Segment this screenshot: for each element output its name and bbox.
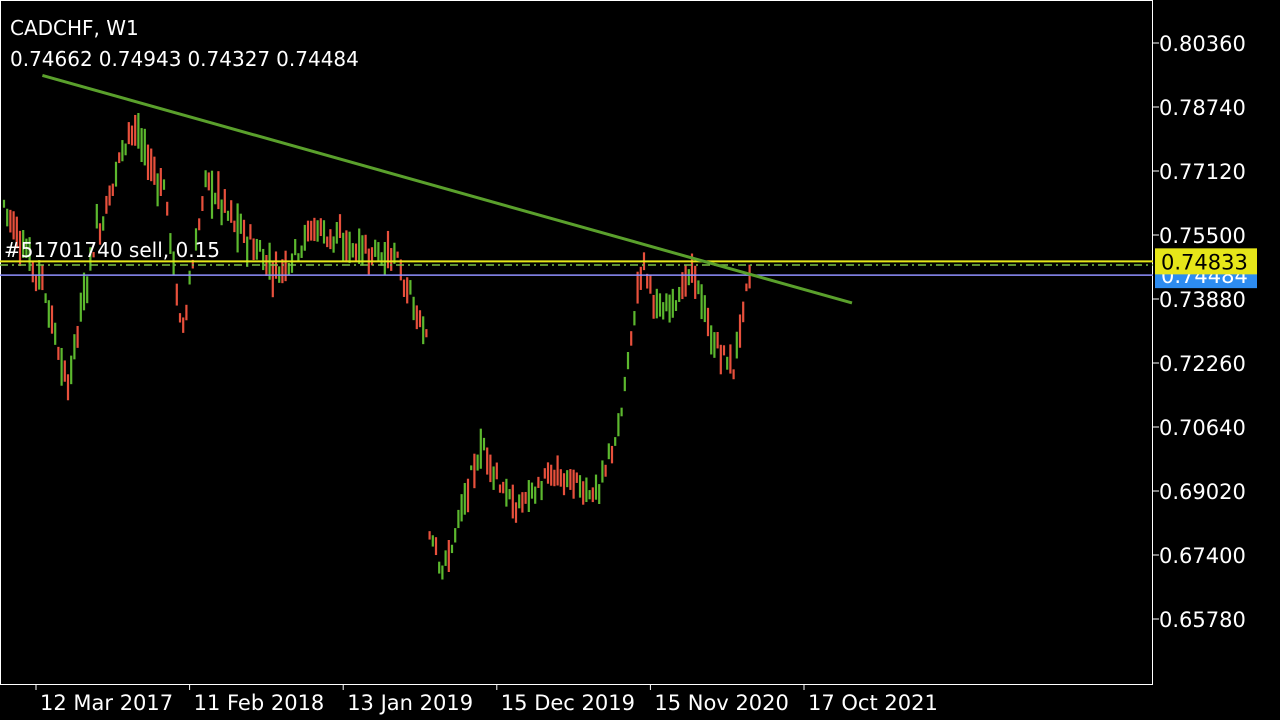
ohlc-readout: 0.74662 0.74943 0.74327 0.74484 (10, 47, 365, 71)
x-tick-label: 17 Oct 2021 (808, 691, 938, 715)
price-tag-label: 0.74833 (1161, 250, 1248, 274)
trendline (41, 73, 853, 305)
plot-frame (0, 0, 1153, 685)
y-tick-label: 0.65780 (1159, 608, 1246, 632)
x-tick-label: 15 Dec 2019 (501, 691, 635, 715)
y-tick-label: 0.70640 (1159, 416, 1246, 440)
chart-lines (0, 73, 1153, 305)
y-tick-label: 0.73880 (1159, 288, 1246, 312)
ohlc-high: 0.74943 (98, 47, 182, 71)
y-tick-label: 0.67400 (1159, 544, 1246, 568)
ohlc-low: 0.74327 (187, 47, 271, 71)
order-label[interactable]: #51701740 sell, 0.15 (4, 238, 220, 262)
grid (0, 0, 1153, 685)
y-tick-label: 0.78740 (1159, 96, 1246, 120)
ohlc-open: 0.74662 (10, 47, 93, 71)
price-bars (2, 113, 751, 580)
y-tick-label: 0.75500 (1159, 224, 1246, 248)
axes: 0.80360 0.78740 0.77120 0.75500 0.73880 0.722… (35, 32, 1246, 715)
ohlc-close: 0.74484 (276, 47, 359, 71)
x-tick-label: 11 Feb 2018 (194, 691, 325, 715)
y-tick-label: 0.69020 (1159, 480, 1246, 504)
y-tick-label: 0.72260 (1159, 352, 1246, 376)
x-tick-label: 12 Mar 2017 (40, 691, 173, 715)
y-tick-label: 0.80360 (1159, 32, 1246, 56)
symbol-title: CADCHF, W1 (10, 16, 139, 40)
x-tick-label: 13 Jan 2019 (347, 691, 473, 715)
order-price-tag: 0.74833 (1155, 248, 1257, 275)
x-tick-label: 15 Nov 2020 (654, 691, 789, 715)
y-tick-label: 0.77120 (1159, 160, 1246, 184)
price-tag-box (1155, 248, 1257, 275)
